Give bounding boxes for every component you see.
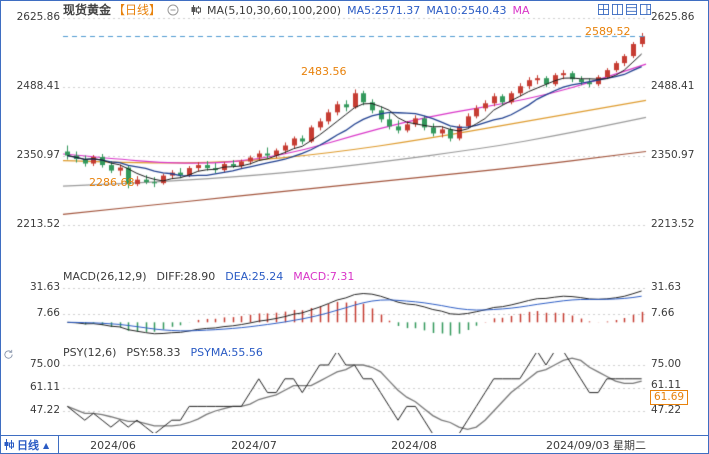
x-axis-date: 2024/07 — [231, 439, 277, 452]
layout-sidebar-icon[interactable] — [640, 4, 651, 15]
psy-axis-label: 61.11 — [29, 381, 60, 393]
swing-high-annotation: 2483.56 — [301, 65, 347, 78]
layout-toolbar — [598, 4, 651, 15]
x-axis-date: 2024/06 — [90, 439, 136, 452]
psy-current-value-badge: 61.69 — [650, 390, 689, 405]
ma-more-label: MA — [512, 3, 530, 17]
chart-settings-icon[interactable] — [167, 4, 179, 16]
period-label: 日线 — [17, 439, 39, 452]
kline-mode-icon[interactable] — [4, 439, 14, 451]
psy-axis-label: 47.22 — [651, 404, 682, 416]
ma10-value: MA10:2540.43 — [426, 3, 507, 17]
y-axis-label: 2488.41 — [16, 80, 60, 92]
psyma-value: PSYMA:55.56 — [190, 346, 263, 359]
macd-dea-value: DEA:25.24 — [225, 270, 284, 283]
ma-group-label: MA(5,10,30,60,100,200) — [207, 3, 342, 17]
layout-grid4-icon[interactable] — [598, 4, 609, 15]
psy-header: PSY(12,6) PSY:58.33 PSYMA:55.56 — [63, 347, 263, 358]
psy-indicator-label[interactable]: PSY(12,6) — [63, 346, 117, 359]
macd-diff-value: DIFF:28.90 — [156, 270, 216, 283]
y-axis-label: 2350.97 — [651, 149, 695, 161]
period-dropdown-arrow: ▲ — [43, 440, 50, 450]
macd-axis-label: 7.66 — [36, 307, 60, 319]
divider — [58, 436, 59, 453]
y-axis-label: 2350.97 — [16, 149, 60, 161]
y-axis-label: 2625.86 — [16, 11, 60, 23]
y-axis-label: 2488.41 — [651, 80, 695, 92]
last-price-annotation: 2589.52 — [585, 25, 631, 38]
psy-axis-label: 75.00 — [651, 358, 682, 370]
ma5-value: MA5:2571.37 — [347, 3, 421, 17]
y-axis-label: 2625.86 — [651, 11, 695, 23]
macd-value: MACD:7.31 — [293, 270, 355, 283]
swing-low-annotation: 2286.68 — [89, 176, 135, 189]
psy-axis-label: 47.22 — [29, 404, 60, 416]
layout-rows-icon[interactable] — [626, 4, 637, 15]
candlestick-icon[interactable] — [191, 4, 202, 16]
layout-columns-icon[interactable] — [612, 4, 623, 15]
current-date-label: 2024/09/03 星期二 — [546, 439, 646, 452]
x-axis-date: 2024/08 — [391, 439, 437, 452]
macd-axis-label: 31.63 — [651, 281, 682, 293]
period-tag[interactable]: 【日线】 — [113, 3, 162, 17]
period-selector[interactable]: 日线 ▲ — [17, 440, 49, 451]
time-axis-bar: 日线 ▲ 2024/06 2024/07 2024/08 2024/09/03 … — [1, 435, 708, 453]
psy-axis-label: 75.00 — [29, 358, 60, 370]
chart-header: 现货黄金 【日线】 MA(5,10,30,60,100,200) MA5:257… — [63, 4, 530, 16]
y-axis-label: 2213.52 — [16, 218, 60, 230]
macd-axis-label: 7.66 — [651, 307, 675, 319]
refresh-icon[interactable] — [3, 349, 14, 360]
macd-axis-label: 31.63 — [29, 281, 60, 293]
y-axis-label: 2213.52 — [651, 218, 695, 230]
macd-indicator-label[interactable]: MACD(26,12,9) — [63, 270, 147, 283]
psy-value: PSY:58.33 — [126, 346, 181, 359]
instrument-title: 现货黄金 — [63, 3, 112, 17]
psy-axis-label: 61.11 — [651, 379, 682, 391]
macd-header: MACD(26,12,9) DIFF:28.90 DEA:25.24 MACD:… — [63, 271, 354, 282]
